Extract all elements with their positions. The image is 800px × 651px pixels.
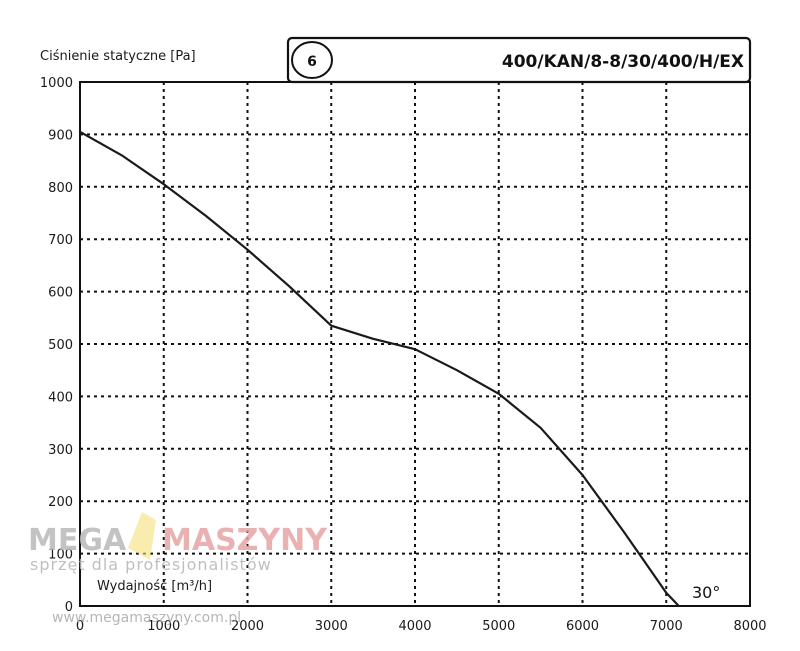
grid-lines (80, 82, 750, 606)
x-tick-label: 4000 (398, 619, 431, 634)
chart-header: 6 400/KAN/8-8/30/400/H/EX (286, 36, 752, 84)
watermark-url: www.megamaszyny.com.pl (52, 610, 241, 626)
series-group (78, 130, 680, 608)
y-tick-labels: 0 100 200 300 400 500 600 700 800 900 1000 (40, 76, 73, 615)
y-tick-label: 300 (48, 443, 73, 458)
y-tick-label: 0 (65, 600, 73, 615)
y-tick-label: 700 (48, 233, 73, 248)
x-tick-label: 1000 (147, 619, 180, 634)
y-tick-label: 400 (48, 390, 73, 405)
watermark: MEGA MASZYNY sprzęt dla profesjonalistów… (28, 512, 328, 626)
x-tick-label: 5000 (482, 619, 515, 634)
y-tick-label: 1000 (40, 76, 73, 91)
blade-angle-annotation: 30° (692, 583, 720, 602)
y-tick-label: 100 (48, 548, 73, 563)
x-tick-label: 2000 (231, 619, 264, 634)
model-code: 400/KAN/8-8/30/400/H/EX (502, 52, 744, 72)
y-tick-label: 200 (48, 495, 73, 510)
x-tick-label: 0 (76, 619, 84, 634)
x-tick-label: 6000 (566, 619, 599, 634)
badge-circle (291, 41, 333, 79)
badge-number: 6 (307, 54, 317, 70)
y-tick-label: 900 (48, 128, 73, 143)
x-tick-label: 3000 (315, 619, 348, 634)
x-axis-label: Wydajność [m³/h] (97, 579, 212, 594)
y-tick-label: 600 (48, 286, 73, 301)
watermark-brand-left: MEGA (28, 523, 127, 558)
y-tick-label: 500 (48, 338, 73, 353)
x-tick-label: 8000 (733, 619, 766, 634)
y-axis-label: Ciśnienie statyczne [Pa] (40, 49, 196, 64)
x-tick-labels: 0 1000 2000 3000 4000 5000 6000 7000 8000 (76, 619, 767, 634)
x-tick-label: 7000 (650, 619, 683, 634)
y-tick-label: 800 (48, 181, 73, 196)
series-line (78, 130, 680, 608)
watermark-logo-shape (128, 512, 156, 560)
plot-frame (79, 81, 751, 607)
watermark-brand-right: MASZYNY (162, 523, 328, 558)
watermark-tagline: sprzęt dla profesjonalistów (30, 555, 272, 574)
